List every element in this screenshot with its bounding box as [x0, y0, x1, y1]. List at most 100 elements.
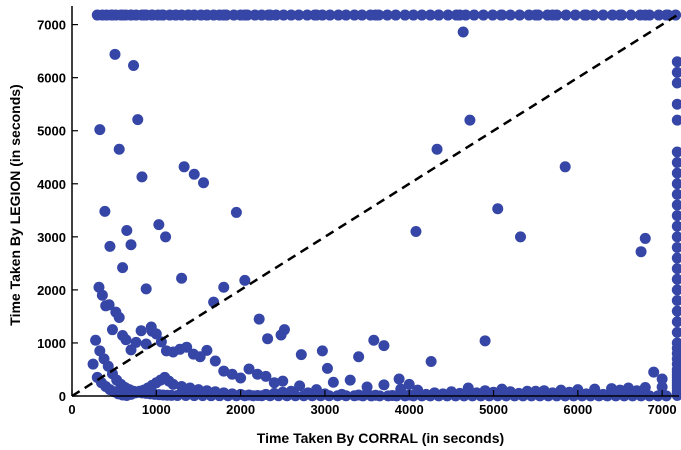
data-point: [660, 9, 672, 21]
data-point: [530, 9, 542, 21]
data-point: [588, 9, 600, 21]
data-point: [648, 366, 660, 378]
y-ticks: 0 1000 2000 3000 4000 5000 6000 7000: [37, 18, 78, 404]
data-point: [109, 48, 121, 60]
data-point: [218, 281, 230, 293]
y-tick-label: 7000: [37, 18, 66, 33]
data-point: [378, 340, 390, 352]
y-tick-label: 6000: [37, 71, 66, 86]
data-point: [639, 382, 651, 394]
data-point: [316, 345, 328, 357]
data-point: [416, 9, 428, 21]
data-point: [454, 9, 466, 21]
data-point: [614, 9, 626, 21]
data-point: [201, 9, 213, 21]
data-point: [87, 358, 99, 370]
data-point: [496, 9, 508, 21]
data-point: [464, 114, 476, 126]
data-point: [390, 9, 402, 21]
data-point: [106, 324, 118, 336]
x-tick-label: 0: [68, 402, 75, 417]
data-point: [239, 274, 251, 286]
data-point: [178, 161, 190, 173]
data-point: [547, 9, 559, 21]
y-tick-label: 1000: [37, 336, 66, 351]
data-point: [104, 240, 116, 252]
data-point: [106, 9, 118, 21]
data-point: [132, 114, 144, 126]
data-point: [140, 283, 152, 295]
data-point: [277, 375, 289, 387]
data-point: [117, 9, 129, 21]
data-point: [230, 206, 242, 218]
data-point: [146, 9, 158, 21]
data-point: [492, 203, 504, 215]
data-point: [671, 98, 681, 110]
data-point: [226, 368, 238, 380]
data-point: [295, 349, 307, 361]
data-point: [344, 374, 356, 386]
y-tick-label: 0: [59, 389, 66, 404]
data-point: [94, 124, 106, 136]
data-point: [468, 9, 480, 21]
y-tick-label: 3000: [37, 230, 66, 245]
data-point: [188, 168, 200, 180]
data-point: [268, 377, 280, 389]
data-point: [671, 77, 681, 89]
data-point: [479, 335, 491, 347]
data-point: [201, 344, 213, 356]
data-point: [653, 9, 665, 21]
data-point: [125, 9, 137, 21]
data-point: [671, 231, 681, 243]
data-point: [671, 295, 681, 306]
data-point: [635, 246, 647, 258]
data-point: [243, 363, 255, 375]
data-point: [656, 381, 668, 393]
data-point: [671, 199, 681, 211]
data-point: [235, 372, 247, 384]
data-point: [209, 355, 221, 367]
data-point: [424, 9, 436, 21]
data-point: [393, 373, 405, 385]
data-point: [181, 341, 193, 353]
data-point: [113, 143, 125, 155]
x-tick-label: 1000: [142, 402, 171, 417]
data-point: [370, 9, 381, 21]
x-tick-label: 3000: [310, 402, 339, 417]
data-point: [671, 241, 681, 253]
x-ticks: 0 1000 2000 3000 4000 5000 6000 7000: [68, 390, 677, 417]
data-point: [160, 231, 172, 243]
data-point: [170, 9, 182, 21]
x-tick-label: 7000: [648, 402, 677, 417]
data-point: [671, 56, 681, 68]
data-point: [381, 9, 393, 21]
data-point: [321, 362, 333, 374]
data-point: [606, 9, 618, 21]
data-point: [99, 205, 111, 217]
data-point: [425, 356, 437, 368]
data-point: [361, 381, 373, 393]
data-point: [433, 9, 445, 21]
data-point: [399, 9, 411, 21]
data-point: [442, 9, 454, 21]
data-point: [128, 59, 140, 71]
x-tick-label: 5000: [479, 402, 508, 417]
data-point: [294, 380, 306, 392]
data-point: [96, 289, 108, 301]
data-point: [120, 334, 132, 346]
data-point: [457, 26, 469, 38]
y-tick-label: 4000: [37, 177, 66, 192]
data-point: [378, 379, 390, 391]
data-point: [340, 9, 352, 21]
data-point: [407, 9, 419, 21]
data-point: [136, 171, 148, 183]
data-point: [130, 336, 142, 348]
data-point: [431, 143, 443, 155]
data-point: [656, 373, 668, 385]
data-point: [310, 9, 322, 21]
data-point: [504, 9, 516, 21]
data-point: [560, 9, 572, 21]
data-point: [671, 316, 681, 328]
data-point: [253, 313, 265, 325]
